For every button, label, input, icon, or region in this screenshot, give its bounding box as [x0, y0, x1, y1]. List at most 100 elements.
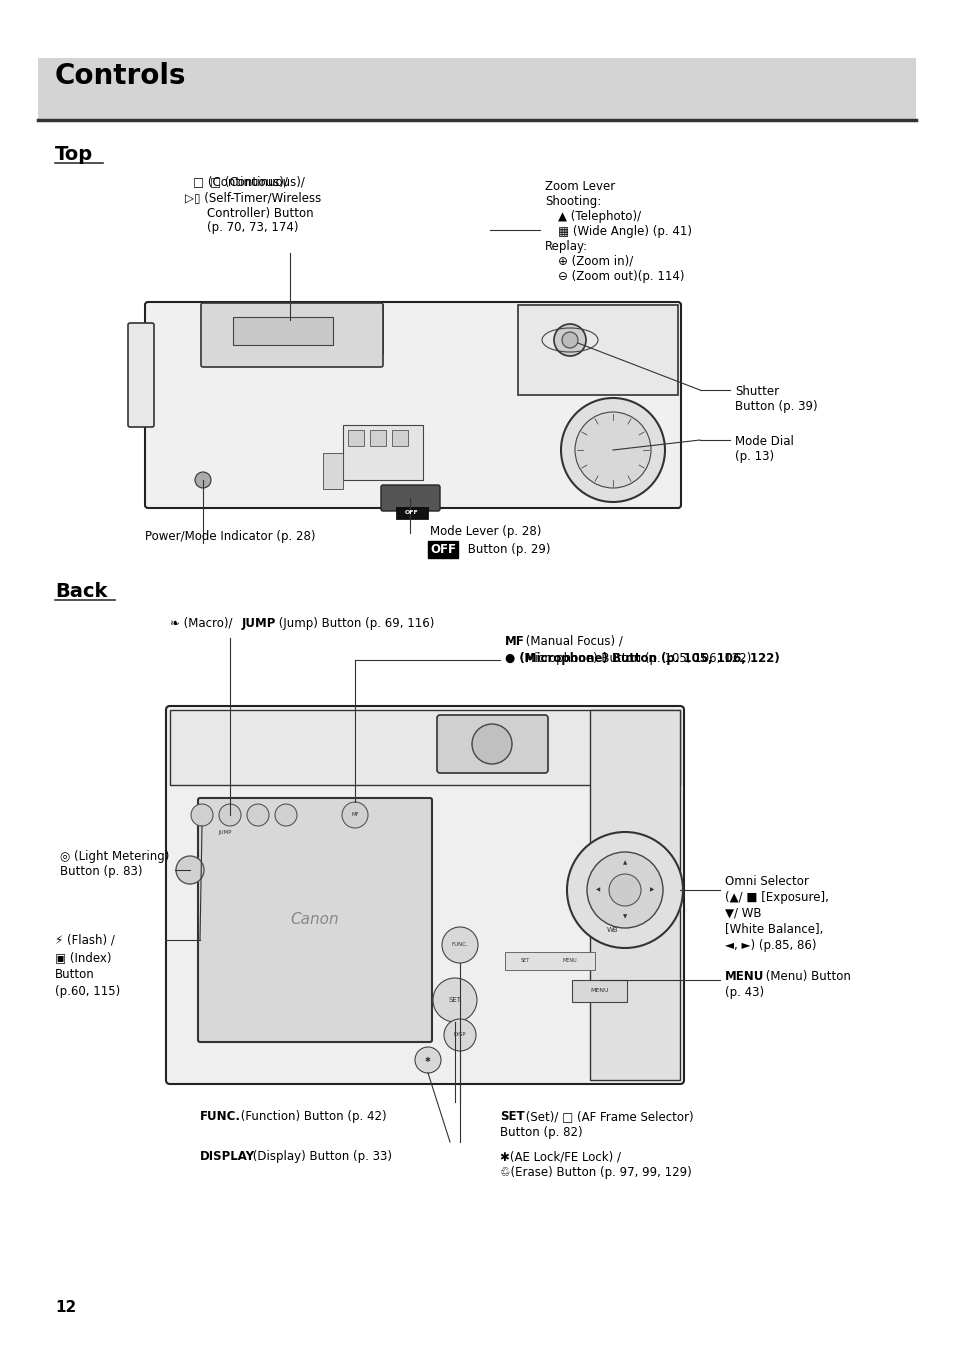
Text: JUMP: JUMP — [218, 830, 232, 836]
Text: ● (Microphone) Button (p. 105, 106, 122): ● (Microphone) Button (p. 105, 106, 122) — [504, 652, 779, 665]
Text: Shutter: Shutter — [734, 385, 779, 397]
Bar — [323, 453, 343, 489]
Text: MENU: MENU — [562, 959, 577, 964]
Bar — [517, 306, 678, 395]
Text: WB: WB — [606, 927, 618, 933]
Circle shape — [415, 1046, 440, 1073]
Text: MENU: MENU — [724, 969, 763, 983]
Circle shape — [586, 852, 662, 927]
Text: Controller) Button: Controller) Button — [207, 207, 314, 220]
Circle shape — [561, 333, 578, 347]
Text: Back: Back — [55, 581, 108, 602]
Text: OFF: OFF — [405, 511, 418, 515]
Text: COPY: COPY — [266, 772, 687, 1029]
Text: Mode Dial: Mode Dial — [734, 435, 793, 448]
Text: ◎ (Light Metering): ◎ (Light Metering) — [60, 850, 170, 863]
Text: MF: MF — [504, 635, 524, 648]
Circle shape — [274, 804, 296, 826]
Text: SET: SET — [448, 996, 461, 1003]
Text: (p.60, 115): (p.60, 115) — [55, 986, 120, 999]
Text: ⊕ (Zoom in)/: ⊕ (Zoom in)/ — [558, 256, 633, 268]
Text: ✱(AE Lock/FE Lock) /: ✱(AE Lock/FE Lock) / — [499, 1151, 620, 1163]
Text: ▲: ▲ — [622, 860, 626, 865]
Bar — [504, 952, 595, 969]
FancyBboxPatch shape — [380, 485, 439, 511]
Circle shape — [554, 324, 585, 356]
Text: Controls: Controls — [55, 62, 186, 91]
Circle shape — [443, 1019, 476, 1051]
Circle shape — [560, 397, 664, 502]
Bar — [170, 710, 679, 786]
Text: (p. 43): (p. 43) — [724, 986, 763, 999]
Circle shape — [433, 977, 476, 1022]
Text: Zoom Lever: Zoom Lever — [544, 180, 615, 193]
FancyBboxPatch shape — [166, 706, 683, 1084]
Text: ◀: ◀ — [596, 887, 599, 892]
Text: JUMP: JUMP — [242, 617, 276, 630]
Text: ♲(Erase) Button (p. 97, 99, 129): ♲(Erase) Button (p. 97, 99, 129) — [499, 1165, 691, 1179]
FancyBboxPatch shape — [128, 323, 153, 427]
Text: Top: Top — [55, 145, 93, 164]
Text: ▶: ▶ — [649, 887, 654, 892]
Circle shape — [191, 804, 213, 826]
Text: ▦ (Wide Angle) (p. 41): ▦ (Wide Angle) (p. 41) — [558, 224, 691, 238]
Bar — [203, 306, 382, 353]
Text: (Jump) Button (p. 69, 116): (Jump) Button (p. 69, 116) — [274, 617, 434, 630]
Bar — [233, 316, 333, 345]
Bar — [348, 430, 364, 446]
Text: (p. 13): (p. 13) — [734, 450, 773, 462]
Text: Omni Selector: Omni Selector — [724, 875, 808, 888]
Text: OFF: OFF — [430, 544, 456, 556]
Text: Canon: Canon — [291, 913, 339, 927]
Text: (Function) Button (p. 42): (Function) Button (p. 42) — [236, 1110, 386, 1124]
Text: ▼: ▼ — [622, 914, 626, 919]
Circle shape — [608, 873, 640, 906]
Text: [White Balance],: [White Balance], — [724, 923, 822, 936]
Text: ▷▯ (Self-Timer/Wireless: ▷▯ (Self-Timer/Wireless — [185, 191, 321, 204]
Text: ⊖ (Zoom out)(p. 114): ⊖ (Zoom out)(p. 114) — [558, 270, 684, 283]
Text: SET: SET — [499, 1110, 524, 1124]
Circle shape — [441, 927, 477, 963]
Text: (Menu) Button: (Menu) Button — [761, 969, 850, 983]
Circle shape — [175, 856, 204, 884]
Text: ◄, ►) (p.85, 86): ◄, ►) (p.85, 86) — [724, 940, 816, 952]
Circle shape — [247, 804, 269, 826]
Text: DISPLAY: DISPLAY — [200, 1151, 254, 1163]
Text: Shooting:: Shooting: — [544, 195, 600, 208]
Text: MENU: MENU — [590, 988, 609, 994]
Text: Button: Button — [55, 968, 94, 982]
Circle shape — [341, 802, 368, 827]
Text: ▣ (Index): ▣ (Index) — [55, 952, 112, 964]
Text: FUNC.: FUNC. — [451, 942, 468, 948]
Text: Mode Lever (p. 28): Mode Lever (p. 28) — [430, 525, 540, 538]
Text: Replay:: Replay: — [544, 241, 587, 253]
Text: MF: MF — [351, 813, 358, 818]
FancyBboxPatch shape — [201, 303, 382, 366]
Text: DISP: DISP — [454, 1033, 466, 1037]
Circle shape — [219, 804, 241, 826]
Text: Button (p. 82): Button (p. 82) — [499, 1126, 582, 1138]
FancyBboxPatch shape — [198, 798, 432, 1042]
Text: ▲ (Telephoto)/: ▲ (Telephoto)/ — [558, 210, 640, 223]
FancyBboxPatch shape — [436, 715, 547, 773]
Text: Button (p. 29): Button (p. 29) — [463, 544, 550, 556]
Bar — [572, 980, 626, 1002]
Bar — [370, 430, 386, 446]
Text: (Microphone) Button (p. 105, 106, 122): (Microphone) Button (p. 105, 106, 122) — [516, 652, 750, 665]
Text: FUNC.: FUNC. — [200, 1110, 241, 1124]
Bar — [343, 425, 422, 480]
Text: Button (p. 39): Button (p. 39) — [734, 400, 817, 412]
Text: (Manual Focus) /: (Manual Focus) / — [521, 635, 622, 648]
Text: (Set)/ □ (AF Frame Selector): (Set)/ □ (AF Frame Selector) — [521, 1110, 693, 1124]
Text: 12: 12 — [55, 1301, 76, 1315]
Text: ⚡ (Flash) /: ⚡ (Flash) / — [55, 933, 114, 946]
Text: ✱: ✱ — [425, 1057, 431, 1063]
FancyBboxPatch shape — [145, 301, 680, 508]
Circle shape — [566, 831, 682, 948]
Text: SET: SET — [519, 959, 529, 964]
Bar — [38, 58, 915, 120]
Text: (p. 70, 73, 174): (p. 70, 73, 174) — [207, 220, 298, 234]
Text: (▲/ ■ [Exposure],: (▲/ ■ [Exposure], — [724, 891, 828, 904]
Circle shape — [472, 725, 512, 764]
Text: ▼/ WB: ▼/ WB — [724, 907, 760, 919]
